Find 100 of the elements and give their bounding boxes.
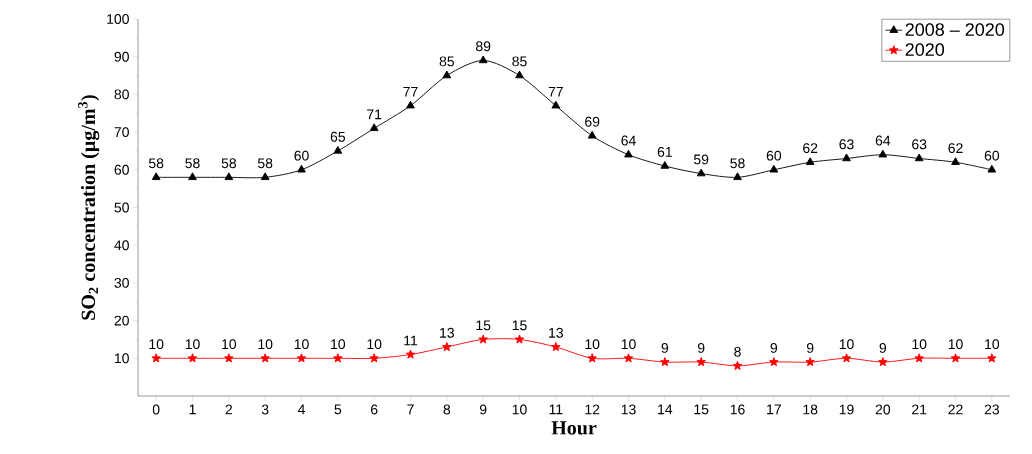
- data-label: 10: [222, 339, 237, 350]
- point: [878, 357, 888, 367]
- point: [732, 360, 743, 370]
- point: [841, 353, 852, 363]
- data-label: 60: [984, 150, 1000, 161]
- legend-label: 2008 – 2020: [905, 23, 1005, 36]
- x-axis-title: Hour: [551, 421, 597, 435]
- point: [515, 70, 524, 79]
- x-tick-label: 23: [984, 404, 1000, 415]
- x-tick-label: 3: [261, 404, 269, 415]
- point: [587, 130, 597, 139]
- x-tick-label: 10: [512, 404, 527, 415]
- y-tick-label: 10: [114, 353, 129, 364]
- data-label: 10: [331, 339, 346, 350]
- data-label: 10: [149, 339, 164, 350]
- y-tick-label: 50: [114, 202, 129, 213]
- point: [842, 153, 851, 162]
- x-tick-label: 1: [189, 404, 196, 415]
- data-label: 10: [258, 339, 273, 350]
- point: [551, 100, 561, 109]
- data-label: 58: [148, 158, 164, 169]
- x-tick-label: 16: [730, 404, 745, 415]
- y-tick-label: 40: [114, 240, 129, 251]
- y-tick-label: 70: [114, 127, 129, 138]
- point: [369, 353, 379, 363]
- x-tick-label: 15: [694, 404, 709, 415]
- data-label: 10: [985, 339, 1000, 350]
- data-label: 10: [585, 339, 600, 350]
- x-tick-label: 21: [912, 404, 927, 415]
- y-tick-label: 90: [114, 51, 129, 62]
- point: [769, 164, 779, 173]
- point: [369, 123, 379, 132]
- data-label: 13: [440, 327, 455, 338]
- x-tick-label: 17: [767, 404, 781, 415]
- point: [914, 153, 924, 162]
- x-tick-label: 12: [585, 404, 600, 415]
- point: [188, 172, 197, 181]
- y-tick-label: 80: [114, 89, 129, 100]
- data-label: 61: [657, 146, 672, 157]
- point: [805, 357, 815, 367]
- x-tick-label: 8: [443, 404, 451, 415]
- data-label: 58: [257, 158, 273, 169]
- x-tick-label: 14: [658, 404, 673, 415]
- point: [478, 334, 488, 344]
- y-tick-label: 30: [114, 277, 129, 288]
- x-tick-label: 20: [875, 404, 891, 415]
- x-tick-label: 4: [297, 404, 305, 415]
- data-label: 63: [839, 139, 854, 150]
- point: [623, 353, 634, 363]
- point: [333, 353, 343, 363]
- x-tick-label: 22: [948, 404, 963, 415]
- point: [224, 172, 234, 181]
- data-label: 9: [697, 342, 705, 353]
- point: [514, 334, 525, 344]
- x-tick-label: 5: [334, 404, 342, 415]
- data-label: 62: [948, 143, 963, 154]
- point: [260, 172, 270, 181]
- data-label: 85: [439, 56, 455, 67]
- x-tick-label: 11: [549, 404, 563, 415]
- point: [624, 149, 633, 158]
- data-label: 10: [912, 339, 927, 350]
- point: [478, 55, 488, 64]
- point: [442, 70, 452, 79]
- data-label: 59: [693, 154, 709, 165]
- data-label: 10: [294, 339, 309, 350]
- data-label: 13: [549, 327, 564, 338]
- y-tick-label: 100: [107, 14, 129, 24]
- point: [660, 357, 670, 367]
- point: [442, 342, 452, 352]
- point: [950, 353, 961, 363]
- point: [151, 172, 161, 181]
- data-label: 9: [770, 342, 778, 353]
- point: [296, 353, 307, 363]
- point: [660, 161, 670, 169]
- data-label: 10: [948, 339, 963, 350]
- point: [805, 157, 815, 165]
- point: [951, 157, 960, 165]
- data-label: 9: [806, 342, 814, 353]
- y-tick-label: 60: [114, 164, 129, 175]
- data-label: 77: [548, 86, 563, 97]
- data-label: 58: [221, 158, 236, 169]
- x-tick-label: 9: [479, 404, 487, 415]
- data-label: 15: [512, 320, 527, 331]
- x-tick-label: 0: [152, 404, 160, 415]
- point: [405, 349, 416, 359]
- data-label: 89: [476, 41, 491, 52]
- data-label: 63: [912, 139, 927, 150]
- data-label: 62: [803, 143, 818, 154]
- point: [151, 353, 161, 363]
- data-label: 9: [661, 342, 669, 353]
- data-label: 71: [367, 109, 382, 120]
- y-tick-label: 20: [114, 315, 129, 326]
- point: [769, 357, 779, 367]
- point: [987, 353, 997, 363]
- point: [187, 353, 198, 363]
- data-label: 85: [512, 56, 527, 67]
- data-label: 8: [734, 346, 741, 357]
- data-label: 11: [404, 335, 418, 346]
- data-label: 10: [367, 339, 382, 350]
- data-label: 10: [185, 339, 200, 350]
